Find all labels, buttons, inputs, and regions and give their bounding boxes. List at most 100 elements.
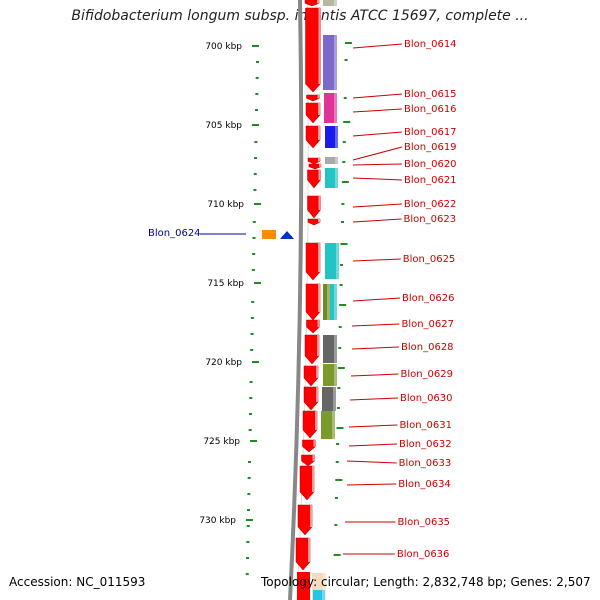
gene-arrow-shade	[315, 411, 317, 430]
gene-label-connector	[352, 146, 403, 161]
gene-label-blon-0615[interactable]: Blon_0615	[404, 89, 457, 100]
gene-label-blon-0632[interactable]: Blon_0632	[399, 439, 452, 450]
gene-label-blon-0636[interactable]: Blon_0636	[397, 549, 450, 560]
gene-label-connector	[352, 297, 401, 302]
gene-arrow	[302, 410, 318, 439]
gene-label-connector	[350, 373, 399, 377]
gene-label-blon-0626[interactable]: Blon_0626	[402, 293, 455, 304]
gene-arrow	[303, 386, 319, 411]
gene-label-connector	[352, 131, 403, 137]
feature-block-shade	[334, 364, 337, 386]
gene-label-blon-0622[interactable]: Blon_0622	[404, 199, 457, 210]
feature-block-blon-0619	[325, 157, 338, 164]
gene-label-blon-0623[interactable]: Blon_0623	[404, 214, 457, 225]
scale-ruler: 700 kbp 705 kbp 710 kbp 715 kbp 720 kbp 725 k…	[199, 42, 352, 575]
gene-label-blon-0617[interactable]: Blon_0617	[404, 127, 457, 138]
gene-label-connector	[346, 460, 397, 464]
gene-label-connector	[352, 258, 401, 262]
feature-block-shade	[334, 284, 337, 320]
gene-label-connector	[348, 443, 398, 447]
gene-arrow-shade	[319, 164, 321, 167]
gene-arrow	[303, 365, 319, 387]
feature-block-blon-0621	[325, 168, 338, 188]
gene-label-connector	[352, 108, 403, 113]
gene-label-connector	[352, 163, 403, 166]
gene-arrow	[306, 319, 320, 334]
feature-block-blon-0625	[325, 243, 339, 279]
gene-label-blon-0634[interactable]: Blon_0634	[398, 479, 451, 490]
gene-label-blon-0616[interactable]: Blon_0616	[404, 104, 457, 115]
gene-label-connector	[352, 177, 403, 181]
gene-label-blon-0621[interactable]: Blon_0621	[404, 175, 457, 186]
gene-label-connector	[352, 43, 403, 49]
accession-text: Accession: NC_011593	[9, 575, 146, 589]
gene-arrow-shade	[316, 366, 318, 378]
gene-label-blon-0630[interactable]: Blon_0630	[400, 393, 453, 404]
gene-arrow	[307, 169, 321, 189]
gene-arrow-shade	[313, 440, 316, 447]
gene-label-blon-0633[interactable]: Blon_0633	[399, 458, 452, 469]
gene-labels: Blon_0614 Blon_0615 Blon_0616 Blon_0617 Blon…	[148, 39, 457, 560]
gene-arrow	[302, 439, 316, 453]
scale-label: 710 kbp	[207, 200, 244, 210]
gene-arrow-shade	[317, 335, 319, 356]
gene-arrow-shade	[318, 8, 321, 84]
feature-block-shade	[335, 168, 338, 188]
gene-arrow	[295, 537, 311, 571]
gene-label-blon-0619[interactable]: Blon_0619	[404, 142, 457, 153]
feature-block-shade	[334, 35, 337, 90]
gene-label-blon-0635[interactable]: Blon_0635	[398, 517, 451, 528]
gene-label-blon-0625[interactable]: Blon_0625	[403, 254, 456, 265]
gene-arrow	[305, 242, 321, 281]
gene-label-blon-0628[interactable]: Blon_0628	[401, 342, 454, 353]
gene-arrow-shade	[318, 158, 320, 162]
gene-arrow	[307, 195, 321, 219]
gene-arrow-shade	[318, 219, 320, 223]
gene-label-blon-0614[interactable]: Blon_0614	[404, 39, 457, 50]
scale-label: 725 kbp	[203, 437, 240, 447]
topology-text: Topology: circular; Length: 2,832,748 bp…	[261, 575, 591, 589]
gene-arrow-shade	[317, 95, 320, 99]
feature-block-shade	[335, 126, 338, 148]
gene-arrow-shade	[318, 126, 320, 140]
gene-label-blon-0629[interactable]: Blon_0629	[400, 369, 453, 380]
gene-arrow-shade	[318, 196, 321, 210]
feature-arrow-base	[282, 236, 292, 239]
gene-arrow-shade	[317, 320, 320, 328]
gene-arrow	[299, 465, 315, 501]
feature-block-blon-0624	[262, 230, 276, 239]
scale-label: 715 kbp	[207, 279, 244, 289]
feature-block-shade	[334, 93, 337, 123]
gene-arrow-shade	[318, 170, 321, 180]
gene-arrow	[304, 0, 320, 7]
gene-arrow-partial	[297, 572, 310, 600]
feature-block-shade	[336, 243, 339, 279]
scale-label: 730 kbp	[199, 516, 236, 526]
feature-block-blon-0628	[323, 335, 337, 363]
gene-arrow	[297, 504, 313, 536]
feature-block-blon-0630	[322, 387, 336, 411]
gene-label-connector	[352, 93, 403, 99]
feature-block-blon-0626-a	[323, 284, 330, 320]
feature-block-blon-0617	[325, 126, 338, 148]
gene-arrow-shade	[318, 103, 320, 115]
gene-arrow-shade	[318, 284, 320, 312]
gene-label-blon-0627[interactable]: Blon_0627	[401, 319, 454, 330]
gene-arrow-shade	[312, 455, 315, 462]
backbone-line	[288, 0, 304, 600]
gene-label-blon-0624[interactable]: Blon_0624	[148, 228, 201, 239]
feature-block-blon-0631	[321, 411, 335, 439]
gene-label-connector	[348, 424, 398, 428]
gene-arrow	[304, 334, 320, 365]
scale-label: 700 kbp	[205, 42, 242, 52]
feature-block-shade	[334, 0, 337, 6]
feature-block-top	[323, 0, 337, 6]
gene-label-blon-0631[interactable]: Blon_0631	[399, 420, 452, 431]
gene-arrow	[305, 283, 321, 321]
gene-arrow-shade	[318, 243, 320, 272]
gene-arrow	[305, 102, 321, 124]
feature-block-blon-0626-b	[330, 284, 337, 320]
gene-label-connector	[352, 218, 402, 223]
gene-label-blon-0620[interactable]: Blon_0620	[404, 159, 457, 170]
